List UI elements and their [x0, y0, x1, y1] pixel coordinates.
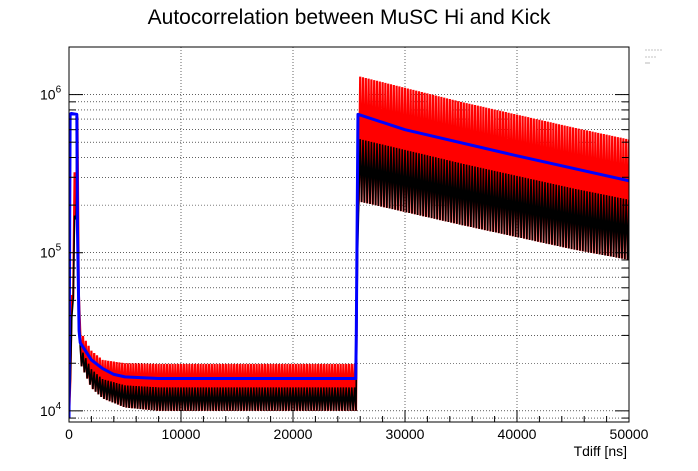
x-axis-label: Tdiff [ns] [574, 443, 627, 459]
plot-frame [68, 46, 630, 423]
x-tick-label: 30000 [386, 426, 425, 442]
x-tick-label: 10000 [162, 426, 201, 442]
y-tick-label: 104 [40, 401, 62, 419]
grid [69, 46, 629, 422]
x-tick-label: 40000 [498, 426, 537, 442]
legend-stub [645, 49, 662, 64]
x-tick-label: 0 [65, 426, 73, 442]
chart-title: Autocorrelation between MuSC Hi and Kick [148, 6, 551, 29]
fit-line [69, 111, 629, 419]
x-axis: 0 10000 20000 30000 40000 50000 [65, 410, 649, 442]
raw-data-band-red [69, 76, 629, 419]
y-tick-label: 106 [40, 85, 62, 103]
y-tick-label: 105 [40, 243, 62, 261]
raw-data-band-black [69, 139, 629, 419]
x-tick-label: 20000 [274, 426, 313, 442]
plot-area [69, 76, 629, 419]
x-tick-label: 50000 [610, 426, 649, 442]
